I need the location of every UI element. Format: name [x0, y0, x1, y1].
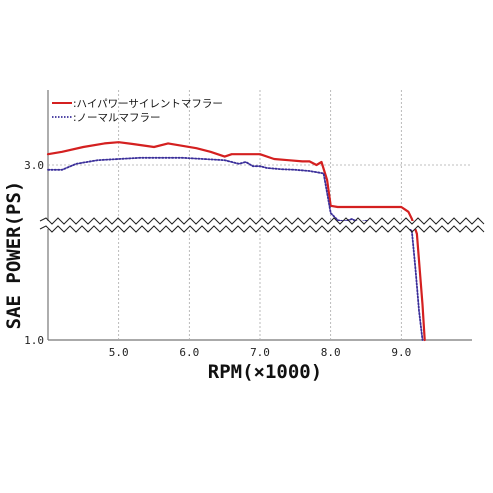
series-layer: [46, 141, 426, 342]
y-tick-labels: 3.0 1.0: [24, 159, 44, 347]
axis-break: [39, 217, 485, 233]
x-tick-label: 9.0: [391, 346, 411, 359]
y-tick-label: 1.0: [24, 334, 44, 347]
series-line-2: [47, 156, 424, 341]
series-line-1: [46, 141, 426, 342]
legend: :ハイパワーサイレントマフラー :ノーマルマフラー: [52, 98, 223, 124]
x-tick-label: 8.0: [321, 346, 341, 359]
y-axis-title: SAE POWER(PS): [3, 181, 25, 330]
x-tick-label: 7.0: [250, 346, 270, 359]
x-tick-label: 6.0: [179, 346, 199, 359]
y-tick-label: 3.0: [24, 159, 44, 172]
x-axis-title: RPM(×1000): [208, 361, 322, 383]
legend-label-series-2: :ノーマルマフラー: [73, 112, 161, 124]
grid-lines: [48, 90, 472, 340]
x-tick-label: 5.0: [109, 346, 129, 359]
legend-label-series-1: :ハイパワーサイレントマフラー: [73, 98, 223, 110]
axis-break-bottom-zigzag: [39, 225, 485, 233]
axis-break-top-zigzag: [39, 217, 485, 225]
x-tick-labels: 5.0 6.0 7.0 8.0 9.0: [109, 346, 412, 359]
